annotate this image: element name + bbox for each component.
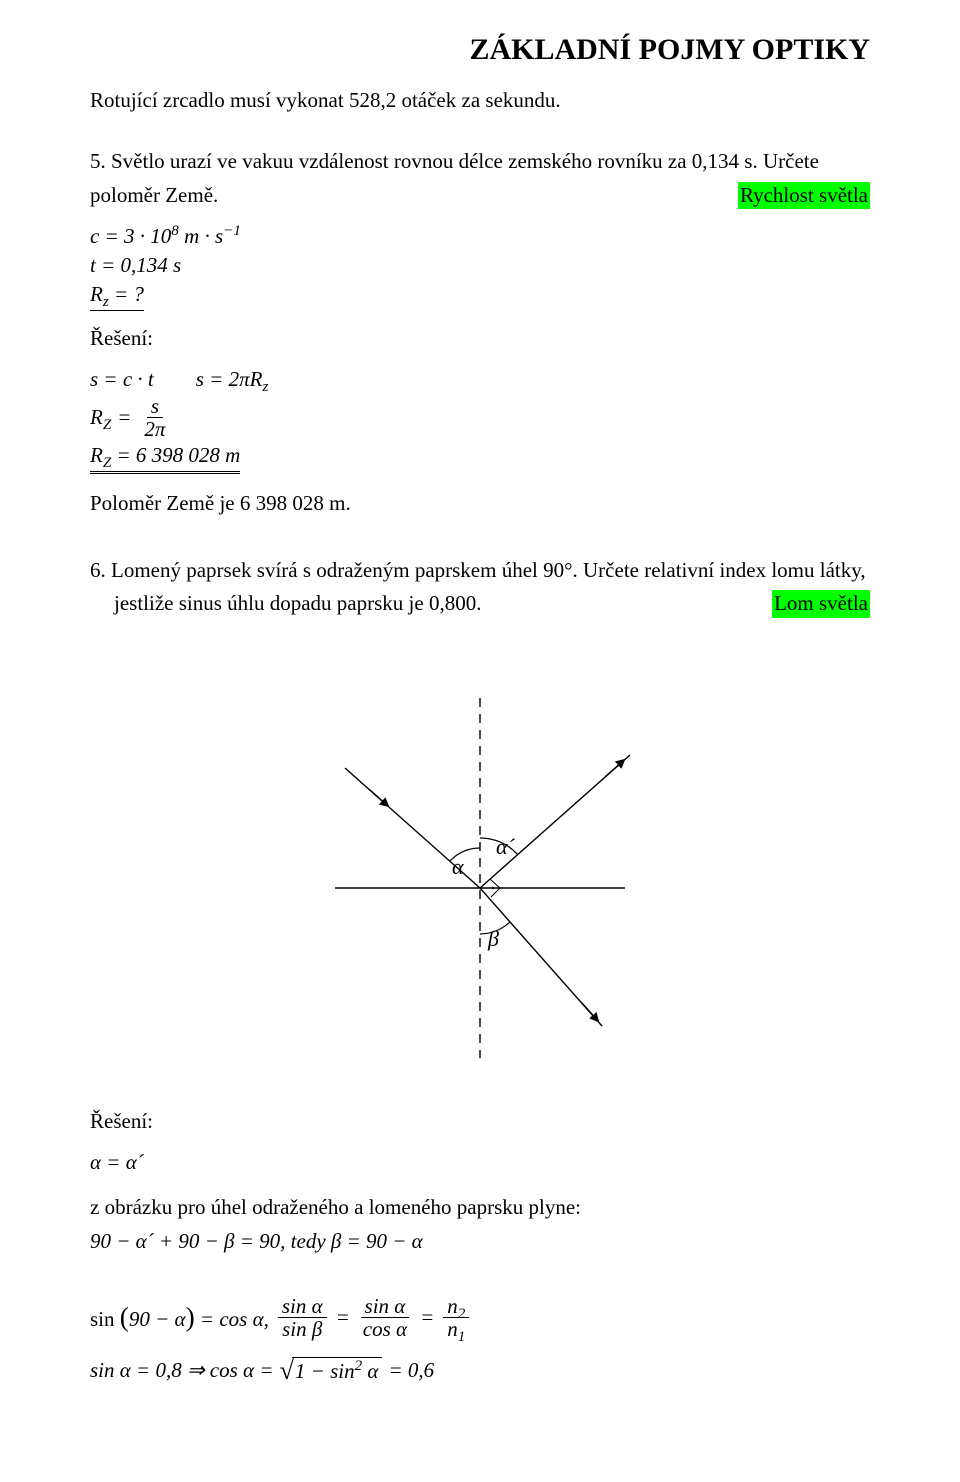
p5-solve-label: Řešení: (90, 325, 870, 352)
p6-l1-eq1: = (336, 1304, 350, 1331)
p6-l1-f3d-a: n (447, 1317, 458, 1341)
p6-l2-rad-b: α (362, 1359, 378, 1383)
p6-topic-badge: Lom světla (772, 590, 870, 617)
incident-arrow (370, 790, 388, 806)
p5-given-Rz-R: R (90, 282, 103, 306)
p6-l1-f3n-a: n (447, 1294, 458, 1318)
p5-given-c-exp2: −1 (223, 223, 241, 239)
p6-l1-f1d: sin β (278, 1318, 326, 1340)
p5-eq-R: R (250, 367, 263, 391)
refraction-diagram: α α´ β (310, 688, 650, 1068)
reflected-arrow (605, 760, 624, 777)
p5-eq-sct: s = c · t (90, 366, 154, 393)
p5-solution: s = c · t s = 2πRz RZ = s 2π RZ = 6 398 … (90, 366, 870, 474)
p5-topic-badge: Rychlost světla (738, 182, 870, 209)
refracted-arrow (582, 1003, 598, 1021)
label-alpha: α (452, 854, 464, 879)
p5-given-t: t = 0,134 s (90, 252, 181, 279)
p5-given-Rz-rhs: = ? (109, 282, 144, 306)
p5-eq2-num: s (147, 395, 163, 418)
p6-l1-inside: 90 − α (129, 1307, 186, 1331)
label-alpha-prime: α´ (496, 834, 516, 859)
p5-eq2-Rsub: Z (103, 417, 111, 433)
p6-solve-label: Řešení: (90, 1108, 870, 1135)
p6-l1-f2n: sin α (361, 1295, 410, 1318)
p5-given-c-exp1: 8 (171, 223, 179, 239)
p6-l1-pr: ) (186, 1302, 195, 1332)
p6-l1-eqcos: = cos α, (200, 1307, 269, 1331)
p5-line1: 5. Světlo urazí ve vakuu vzdálenost rovn… (90, 148, 870, 175)
p6-l1-eq2: = (420, 1304, 434, 1331)
p6-eq-alpha-eq: α = α´ (90, 1149, 144, 1176)
p6-l1-pl: ( (120, 1302, 129, 1332)
p5-given-c-rhs: m · s (179, 224, 223, 248)
p5-eq3-R: R (90, 443, 103, 467)
right-angle-dot (492, 886, 494, 888)
p5-given-c-lhs: c = 3 · 10 (90, 224, 171, 248)
p6-caption: z obrázku pro úhel odraženého a lomeného… (90, 1194, 870, 1221)
p5-eq2-den: 2π (140, 418, 169, 440)
p4-answer: Rotující zrcadlo musí vykonat 528,2 otáč… (90, 87, 870, 114)
p6-l1-f1n: sin α (278, 1295, 327, 1318)
p5-eq-2pi: s = 2π (196, 367, 250, 391)
p5-eq3-rhs: = 6 398 028 m (111, 443, 240, 467)
p6-line1: 6. Lomený paprsek svírá s odraženým papr… (90, 557, 870, 584)
p6-relation: 90 − α´ + 90 − β = 90, tedy β = 90 − α (90, 1228, 870, 1255)
p5-answer: Poloměr Země je 6 398 028 m. (90, 490, 870, 517)
p5-line2-left: poloměr Země. (90, 182, 218, 209)
p6-line2-left: jestliže sinus úhlu dopadu paprsku je 0,… (90, 590, 481, 617)
p6-l2-rad-a: 1 − sin (295, 1359, 355, 1383)
p5-eq2-eq: = (117, 404, 131, 431)
label-beta: β (487, 926, 499, 951)
p6-eq-line2: sin α = 0,8 ⇒ cos α = √ 1 − sin2 α = 0,6 (90, 1354, 870, 1388)
p5-eq-R-sub: z (262, 379, 268, 395)
p6-eq-line1: sin (90 − α) = cos α, sin α sin β = sin … (90, 1295, 870, 1340)
p6-l1-sin: sin (90, 1307, 115, 1331)
p6-l1-f2d: cos α (359, 1318, 411, 1340)
p5-given: c = 3 · 108 m · s−1 t = 0,134 s Rz = ? (90, 223, 870, 311)
page-title: ZÁKLADNÍ POJMY OPTIKY (90, 30, 870, 69)
p6-l1-f3d-s: 1 (458, 1329, 466, 1345)
p6-l2-c: = 0,6 (388, 1357, 434, 1384)
p5-eq3-Rsub: Z (103, 456, 111, 472)
p5-eq2-R: R (90, 405, 103, 429)
p6-l2-a: sin α = 0,8 ⇒ cos α = (90, 1357, 273, 1384)
